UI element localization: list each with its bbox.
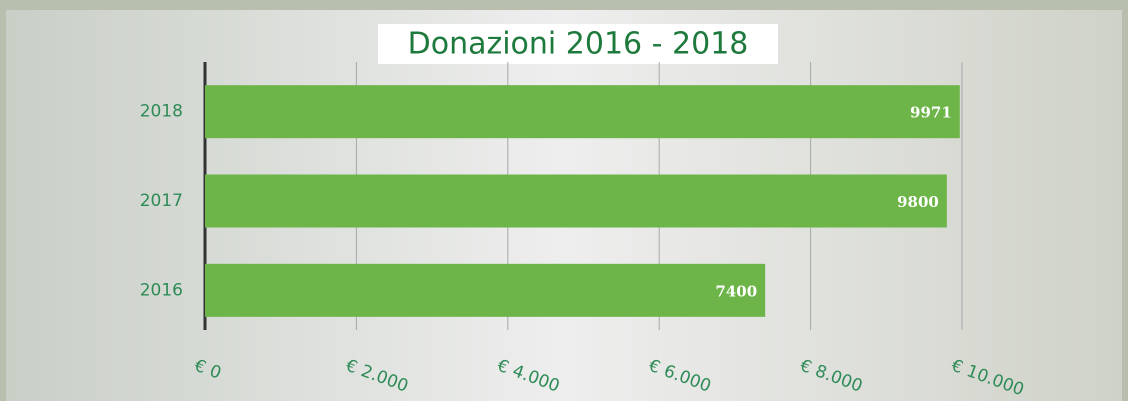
value-label: 9971 [910,104,952,122]
y-tick-label: 2016 [140,280,183,300]
bar [205,174,947,228]
chart-title: Donazioni 2016 - 2018 [408,27,749,62]
bar [205,263,766,317]
value-label: 9800 [897,193,939,211]
y-tick-label: 2018 [140,102,183,122]
title-box [378,24,778,64]
bar [205,85,960,139]
y-tick-label: 2017 [140,191,183,211]
value-label: 7400 [715,282,757,300]
